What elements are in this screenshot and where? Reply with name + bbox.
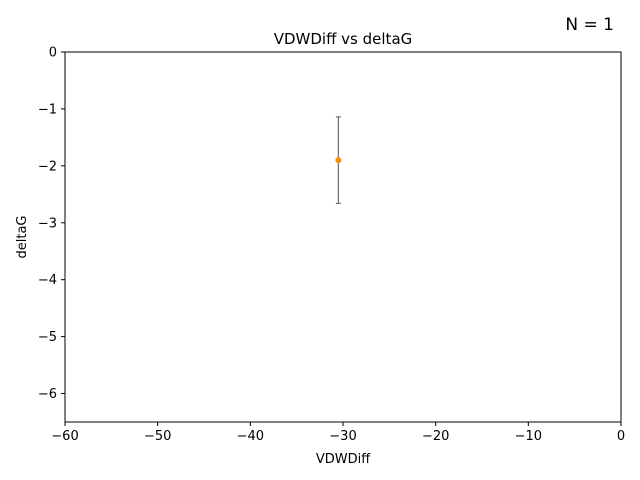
plot-area: −60 −50 −40 −30 −20 −10 0 0 −1 −2 −3 −4 −5 −6 (38, 46, 625, 445)
y-axis-label: deltaG (15, 216, 30, 259)
y-tick-label: −3 (38, 216, 57, 231)
axes-frame (64, 51, 622, 423)
x-tick-label: −50 (144, 429, 171, 444)
y-tick-label: −2 (38, 159, 57, 174)
chart-title: VDWDiff vs deltaG (274, 30, 413, 48)
y-tick-label: 0 (49, 46, 57, 61)
x-tick-label: −20 (422, 429, 449, 444)
x-tick-label: 0 (617, 429, 625, 444)
data-point (335, 157, 342, 164)
x-tick-label: −60 (51, 429, 78, 444)
x-tick-label: −30 (329, 429, 356, 444)
y-tick-label: −4 (38, 273, 57, 288)
sample-count-annotation: N = 1 (565, 15, 614, 35)
y-tick-label: −5 (38, 330, 57, 345)
y-tick-label: −6 (38, 387, 57, 402)
y-tick-label: −1 (38, 102, 57, 117)
x-axis-label: VDWDiff (316, 452, 371, 467)
x-tick-label: −40 (237, 429, 264, 444)
x-tick-label: −10 (515, 429, 542, 444)
